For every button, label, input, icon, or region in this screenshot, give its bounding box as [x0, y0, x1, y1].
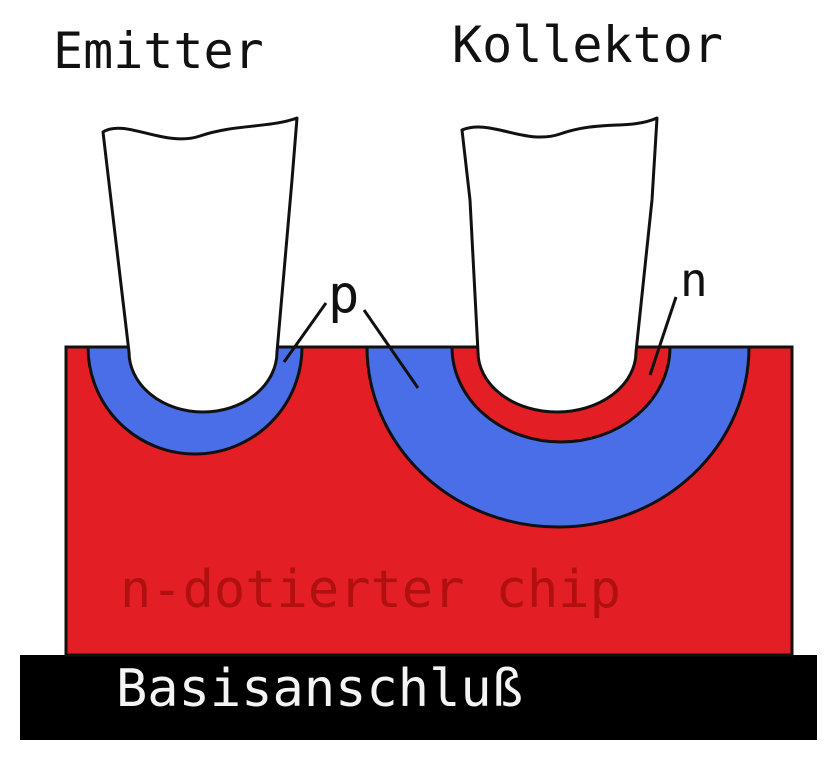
kollektor-label: Kollektor	[452, 16, 723, 74]
p-label: p	[328, 265, 359, 325]
emitter-wire	[101, 116, 299, 414]
emitter-label: Emitter	[53, 22, 264, 80]
p-leader-line-collector	[362, 309, 420, 389]
n-leader-line	[648, 296, 678, 376]
chip-label: n-dotierter chip	[120, 560, 621, 620]
collector-wire	[460, 116, 659, 414]
p-leader-line-emitter	[282, 302, 328, 363]
n-label: n	[680, 253, 708, 307]
base-connection-label: Basisanschluß	[116, 659, 523, 719]
base-plate	[20, 655, 817, 740]
